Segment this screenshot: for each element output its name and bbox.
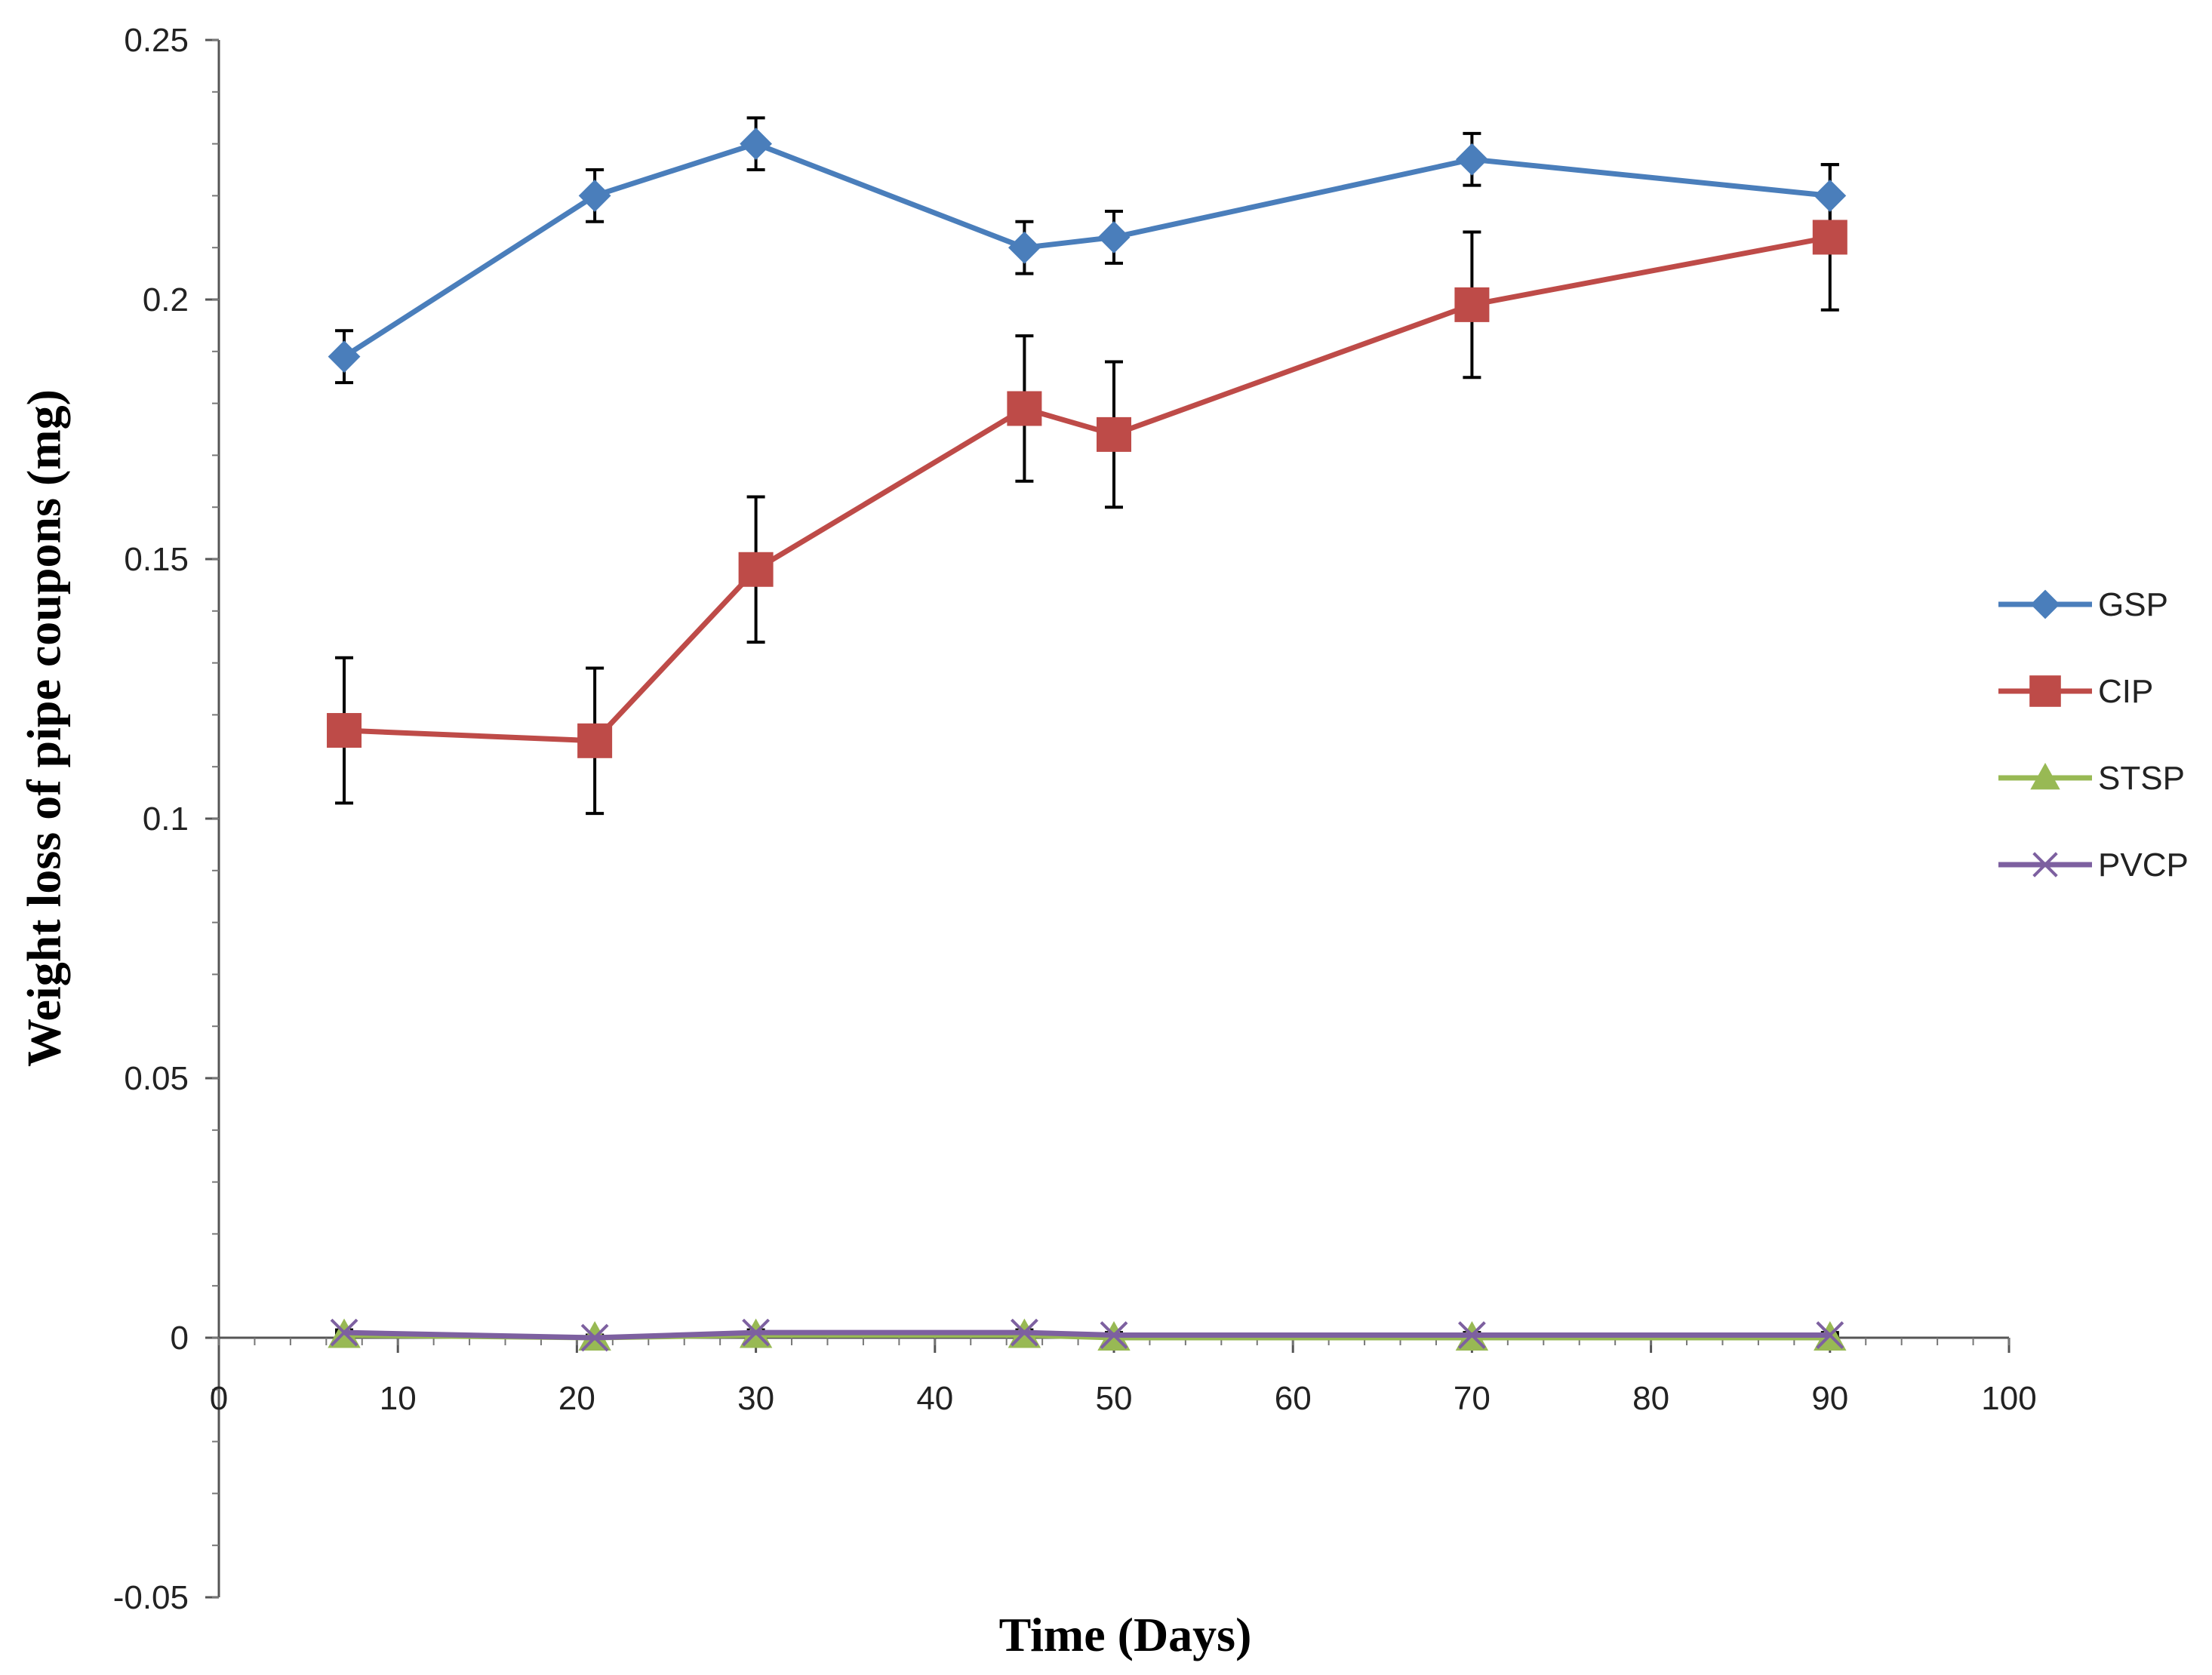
- legend: GSP CIP STSP PVCP: [1998, 586, 2189, 884]
- marker-stroke: [330, 1318, 358, 1347]
- x-tick-label: 100: [1981, 1380, 2036, 1417]
- x-tick-label: 70: [1454, 1380, 1491, 1417]
- x-tick-label: 80: [1632, 1380, 1669, 1417]
- data-point-cip: [738, 552, 774, 587]
- data-point-gsp: [578, 179, 611, 212]
- data-point-cip: [577, 723, 613, 758]
- marker-stroke: [580, 1323, 609, 1352]
- x-tick-label: 0: [210, 1380, 228, 1417]
- data-point-pvcp: [330, 1318, 358, 1347]
- series-line-gsp: [343, 141, 1831, 359]
- data-point-gsp: [1008, 231, 1041, 264]
- y-tick-label: 0.2: [143, 281, 189, 318]
- x-tick-label: 60: [1275, 1380, 1312, 1417]
- legend-label: PVCP: [2098, 847, 2189, 884]
- legend-marker-cip: [2029, 675, 2061, 707]
- legend-marker-pvcp: [2032, 852, 2058, 877]
- y-axis-title: Weight loss of pipe coupons (mg): [17, 389, 71, 1067]
- data-point-cip: [1097, 416, 1131, 452]
- legend-label: GSP: [2098, 586, 2168, 623]
- legend-label: STSP: [2098, 760, 2185, 797]
- y-tick-label: 0.25: [124, 22, 189, 59]
- x-tick-label: 10: [380, 1380, 417, 1417]
- x-axis-title: Time (Days): [999, 1608, 1252, 1661]
- data-point-pvcp: [1100, 1321, 1128, 1349]
- marker-stroke: [2032, 852, 2058, 877]
- marker-stroke: [1100, 1321, 1128, 1349]
- marker-stroke: [1010, 1318, 1038, 1347]
- axes: -0.05 0 0.05 0.1 0.15 0.2 0.25 0 10 20 30 40 50 60 70 8…: [113, 22, 2037, 1616]
- marker-stroke: [1816, 1321, 1844, 1349]
- legend-marker-gsp: [2030, 589, 2060, 619]
- marker-stroke: [742, 1318, 771, 1347]
- legend-marker-stsp: [2030, 762, 2060, 790]
- x-tick-label: 90: [1811, 1380, 1848, 1417]
- data-point-gsp: [1814, 179, 1847, 212]
- x-tick-label: 30: [737, 1380, 774, 1417]
- y-tick-label: 0.05: [124, 1060, 189, 1097]
- data-point-gsp: [740, 128, 773, 161]
- x-tick-label: 50: [1096, 1380, 1133, 1417]
- series-line-pvcp: [343, 1329, 1830, 1341]
- y-tick-label: 0.15: [124, 541, 189, 578]
- data-point-gsp: [328, 340, 361, 373]
- series-lines: [327, 128, 1847, 1352]
- data-point-pvcp: [1816, 1321, 1844, 1349]
- data-point-cip: [1454, 287, 1490, 322]
- data-point-gsp: [1455, 143, 1488, 176]
- data-point-gsp: [1097, 221, 1131, 254]
- data-point-cip: [327, 713, 362, 748]
- y-tick-label: 0.1: [143, 801, 189, 838]
- data-point-pvcp: [580, 1323, 609, 1352]
- x-tick-label: 40: [916, 1380, 953, 1417]
- data-point-pvcp: [1457, 1321, 1486, 1349]
- data-point-pvcp: [742, 1318, 771, 1347]
- marker-stroke: [1457, 1321, 1486, 1349]
- data-point-pvcp: [1010, 1318, 1038, 1347]
- data-point-cip: [1812, 220, 1847, 255]
- legend-label: CIP: [2098, 673, 2153, 710]
- x-tick-label: 20: [558, 1380, 595, 1417]
- y-tick-label: -0.05: [113, 1579, 189, 1616]
- data-point-cip: [1007, 391, 1042, 426]
- series-line-cip: [343, 235, 1831, 744]
- y-tick-label: 0: [171, 1320, 189, 1357]
- error-bars: [335, 116, 1839, 1342]
